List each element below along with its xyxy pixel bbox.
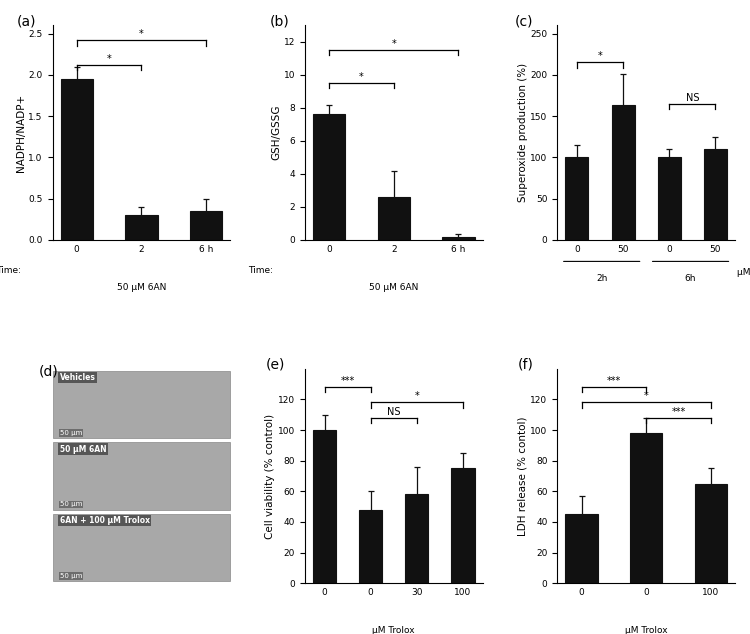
Text: (a): (a) [17,15,37,29]
Text: *: * [415,391,419,401]
Text: 50 μm: 50 μm [59,430,82,436]
FancyBboxPatch shape [53,443,230,510]
Y-axis label: Superoxide production (%): Superoxide production (%) [518,63,527,202]
Bar [566,157,589,240]
Bar [630,433,662,583]
Text: 2h: 2h [596,275,608,283]
Text: 50 μM 6AN: 50 μM 6AN [117,283,166,292]
Text: (e): (e) [266,358,285,372]
Text: (b): (b) [269,15,289,29]
Text: Time:: Time: [0,266,21,275]
Bar [61,79,93,240]
Bar [377,197,410,240]
Bar [566,514,598,583]
Text: *: * [359,72,364,82]
Bar [190,211,222,240]
Text: *: * [644,391,649,401]
Bar [658,157,681,240]
Text: *: * [106,54,112,64]
Bar [125,215,158,240]
Text: μM 6AN: μM 6AN [736,268,750,277]
Y-axis label: NADPH/NADP+: NADPH/NADP+ [16,94,26,172]
Bar [611,105,634,240]
Text: μM Trolox: μM Trolox [373,626,415,634]
Y-axis label: GSH/GSSG: GSH/GSSG [271,105,281,160]
Text: 50 μm: 50 μm [59,573,82,579]
Bar [313,430,336,583]
Bar [452,469,475,583]
Text: NS: NS [686,93,699,103]
Text: *: * [598,51,602,61]
Bar [405,495,428,583]
Bar [313,115,345,240]
Y-axis label: LDH release (% contol): LDH release (% contol) [518,417,527,536]
Text: ***: *** [671,406,686,417]
Text: ***: *** [607,376,621,386]
Text: 6AN + 100 μM Trolox: 6AN + 100 μM Trolox [59,516,149,525]
Text: NS: NS [387,406,400,417]
Y-axis label: Cell viability (% control): Cell viability (% control) [266,413,275,538]
Bar [442,236,475,240]
Text: 50 μM 6AN: 50 μM 6AN [59,444,106,453]
Text: (d): (d) [38,365,58,378]
Text: *: * [392,39,396,49]
Text: *: * [139,29,144,39]
Text: ***: *** [340,376,355,386]
Text: 50 μm: 50 μm [59,501,82,507]
Text: Vehicles: Vehicles [59,373,95,382]
FancyBboxPatch shape [53,371,230,438]
Bar [359,510,382,583]
Text: μM Trolox: μM Trolox [625,626,668,634]
Text: (f): (f) [518,358,534,372]
FancyBboxPatch shape [53,514,230,581]
Bar [694,484,727,583]
Bar [704,149,727,240]
Text: 50 μM 6AN: 50 μM 6AN [369,283,419,292]
Text: (c): (c) [514,15,533,29]
Text: Time:: Time: [248,266,273,275]
Text: 6h: 6h [685,275,696,283]
